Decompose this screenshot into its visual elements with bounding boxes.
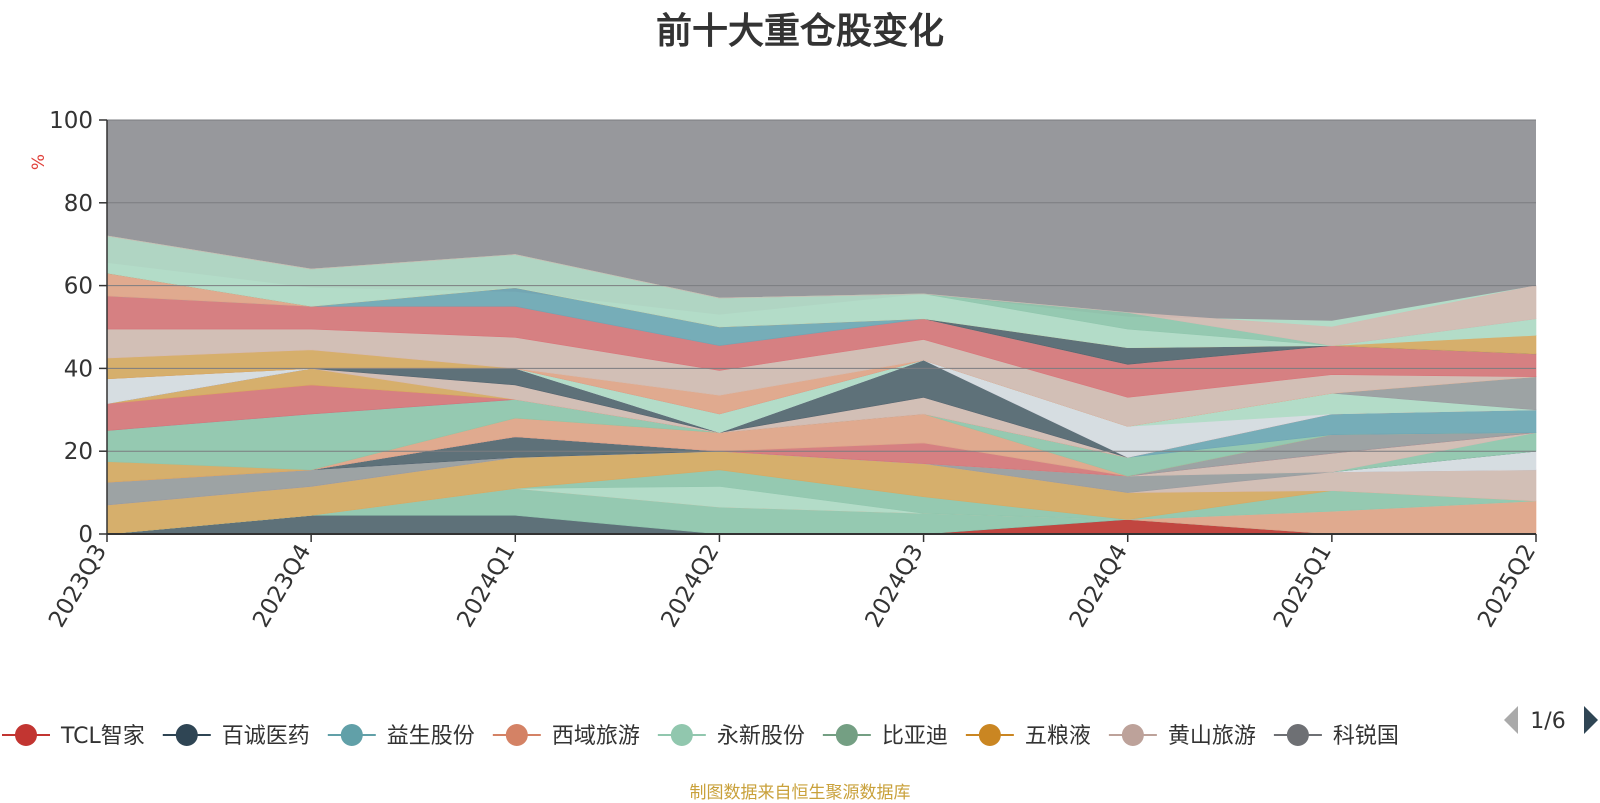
legend-item[interactable]: 黄山旅游 — [1108, 724, 1256, 749]
legend-marker-icon — [670, 724, 693, 746]
y-tick-label: 40 — [64, 356, 93, 382]
legend-item[interactable]: 科锐国 — [1273, 724, 1399, 749]
legend-label: 科锐国 — [1333, 724, 1399, 749]
legend-label: 黄山旅游 — [1168, 724, 1256, 749]
legend-page-indicator: 1/6 — [1530, 709, 1565, 734]
x-tick-label: 2024Q1 — [452, 540, 520, 632]
y-tick-label: 20 — [64, 439, 93, 465]
x-tick-label: 2025Q1 — [1269, 540, 1337, 632]
legend-label: 永新股份 — [717, 724, 805, 749]
y-tick-label: 0 — [78, 522, 93, 548]
area-layers — [106, 235, 1537, 535]
legend-label: TCL智家 — [60, 724, 145, 749]
legend-next-icon[interactable] — [1584, 706, 1598, 734]
y-tick-label: 60 — [64, 274, 93, 300]
y-tick-label: 100 — [49, 108, 93, 134]
legend-marker-icon — [1121, 724, 1144, 746]
y-axis-unit-label: % — [29, 154, 49, 170]
chart-title: 前十大重仓股变化 — [655, 11, 944, 52]
x-tick-label: 2024Q4 — [1065, 540, 1133, 632]
legend-marker-icon — [505, 724, 528, 746]
legend[interactable]: TCL智家 百诚医药 益生股份 西域旅游 永新股份 比亚迪 五粮液 黄山旅游 科锐国 — [2, 724, 1399, 749]
x-tick-label: 2023Q4 — [248, 540, 316, 632]
gridlines — [107, 119, 1536, 452]
legend-marker-icon — [978, 724, 1001, 746]
x-tick-label: 2024Q3 — [861, 540, 929, 632]
x-tick-label: 2025Q2 — [1473, 540, 1541, 632]
legend-item[interactable]: 益生股份 — [327, 724, 475, 749]
legend-label: 百诚医药 — [222, 724, 310, 749]
legend-label: 五粮液 — [1025, 724, 1091, 749]
legend-label: 西域旅游 — [552, 724, 640, 749]
legend-pager[interactable]: 1/6 — [1504, 706, 1598, 734]
legend-marker-icon — [15, 724, 37, 746]
x-tick-label: 2024Q2 — [656, 540, 724, 632]
legend-prev-icon[interactable] — [1504, 706, 1518, 734]
legend-item[interactable]: 西域旅游 — [492, 724, 640, 749]
legend-marker-icon — [1286, 724, 1309, 746]
legend-marker-icon — [340, 724, 363, 746]
x-tick-label: 2023Q3 — [44, 540, 112, 632]
legend-marker-icon — [835, 724, 858, 746]
legend-item[interactable]: 五粮液 — [965, 724, 1091, 749]
legend-item[interactable]: 百诚医药 — [162, 724, 310, 749]
y-tick-label: 80 — [64, 191, 93, 217]
legend-item[interactable]: 比亚迪 — [822, 724, 948, 749]
legend-item[interactable]: TCL智家 — [2, 724, 145, 749]
legend-label: 益生股份 — [387, 724, 475, 749]
legend-marker-icon — [175, 724, 198, 746]
legend-item[interactable]: 永新股份 — [657, 724, 805, 749]
area-series-band-36 — [106, 235, 1537, 346]
legend-label: 比亚迪 — [882, 724, 948, 749]
source-note: 制图数据来自恒生聚源数据库 — [689, 783, 911, 803]
